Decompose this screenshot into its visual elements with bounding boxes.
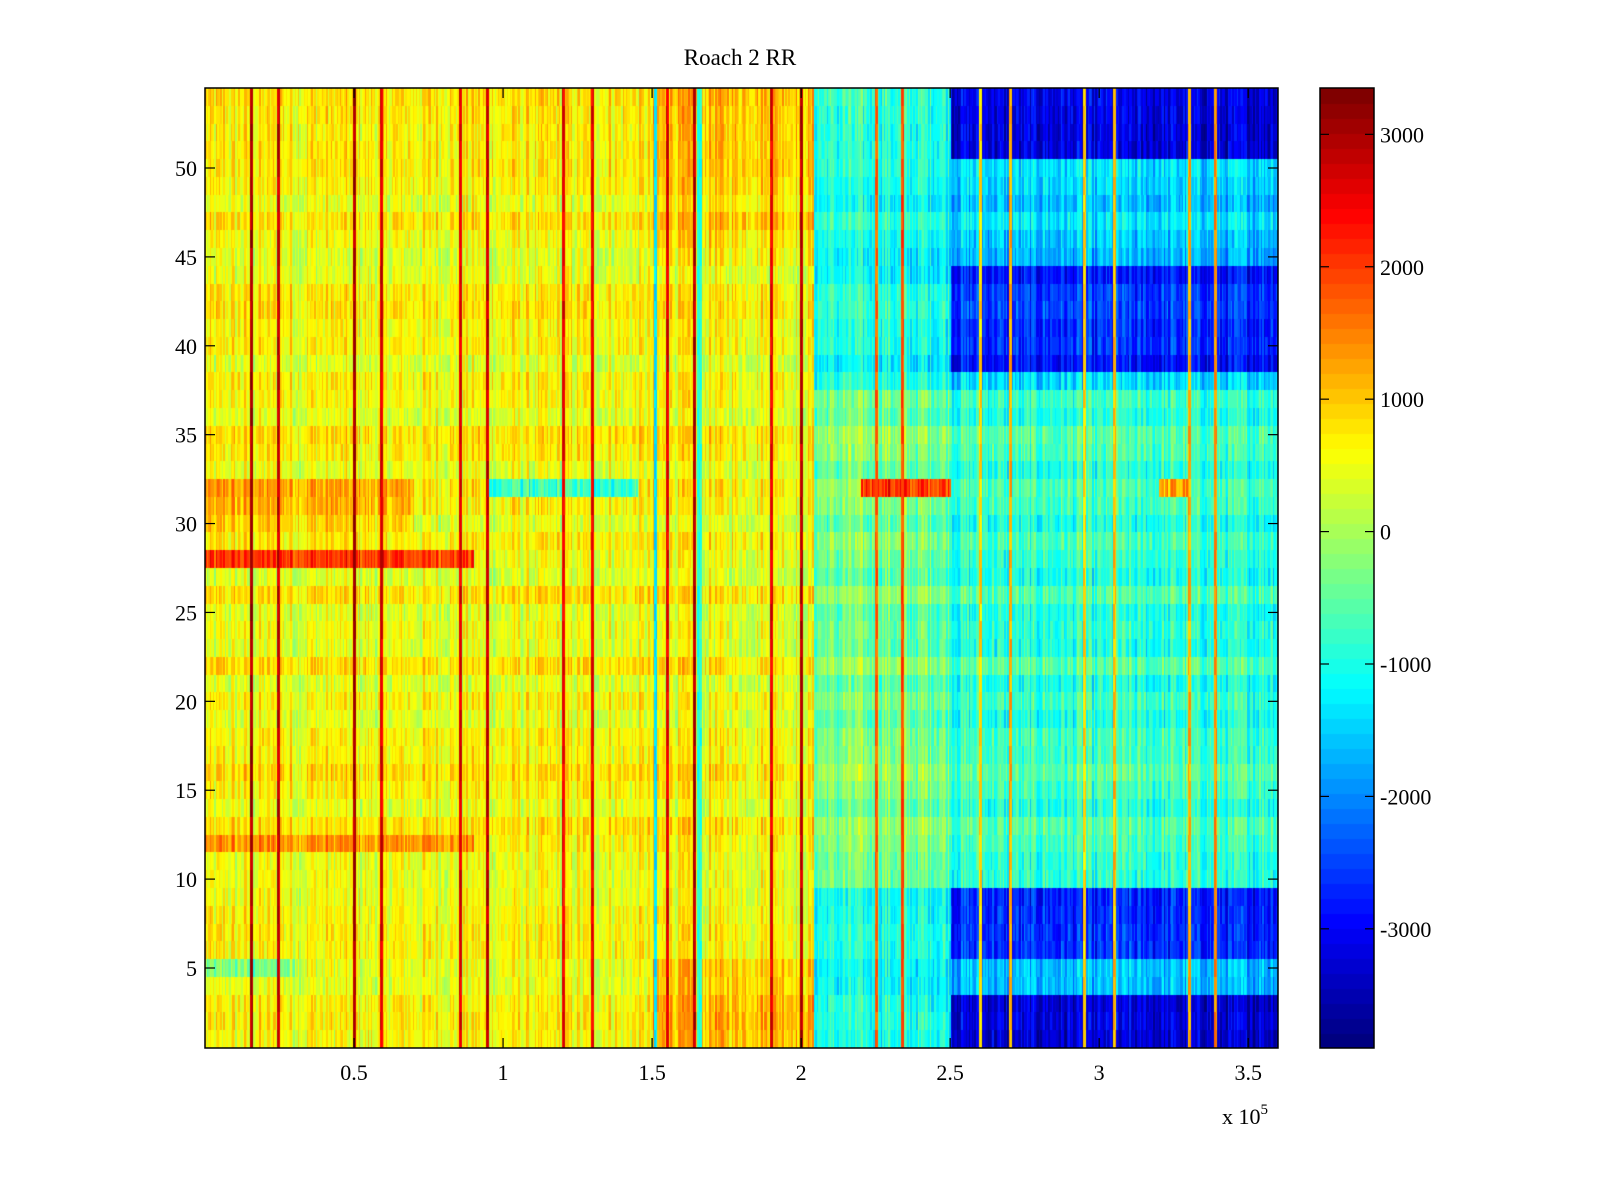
y-tick-label: 10 [175, 867, 197, 892]
x-tick-label: 2 [796, 1060, 807, 1085]
y-tick-label: 45 [175, 245, 197, 270]
colorbar-tick-label: 0 [1380, 520, 1391, 545]
x-tick-label: 1 [498, 1060, 509, 1085]
colorbar-tick-label: 2000 [1380, 255, 1424, 280]
y-tick-label: 40 [175, 334, 197, 359]
x-multiplier-exponent: 5 [1261, 1102, 1269, 1118]
y-tick-label: 25 [175, 600, 197, 625]
heatmap-canvas [205, 88, 1278, 1048]
y-tick-label: 35 [175, 423, 197, 448]
plot-frame [204, 87, 1279, 1049]
x-tick-label: 3 [1094, 1060, 1105, 1085]
colorbar-tick-label: 1000 [1380, 387, 1424, 412]
x-multiplier-label: x 105 [1222, 1102, 1268, 1129]
chart-title: Roach 2 RR [684, 45, 797, 70]
y-axis: 5 10 15 20 25 30 35 40 45 50 [175, 156, 1278, 981]
colorbar-tick-label: 3000 [1380, 122, 1424, 147]
colorbar-tick-label: -1000 [1380, 652, 1431, 677]
x-tick-label: 1.5 [638, 1060, 666, 1085]
y-tick-label: 20 [175, 689, 197, 714]
colorbar [1320, 88, 1374, 1048]
colorbar-frame [1319, 87, 1375, 1049]
y-tick-label: 15 [175, 778, 197, 803]
y-tick-label: 5 [186, 956, 197, 981]
y-tick-label: 30 [175, 512, 197, 537]
colorbar-canvas [1320, 88, 1374, 1048]
x-axis: 0.5 1 1.5 2 2.5 3 3.5 [340, 88, 1262, 1085]
colorbar-axis: 3000 2000 1000 0 -1000 -2000 -3000 [1320, 122, 1431, 942]
colorbar-tick-label: -2000 [1380, 784, 1431, 809]
y-tick-label: 50 [175, 156, 197, 181]
x-tick-label: 0.5 [340, 1060, 368, 1085]
heatmap-plot-area [205, 88, 1278, 1048]
colorbar-tick-label: -3000 [1380, 917, 1431, 942]
x-tick-label: 2.5 [936, 1060, 964, 1085]
x-tick-label: 3.5 [1234, 1060, 1262, 1085]
